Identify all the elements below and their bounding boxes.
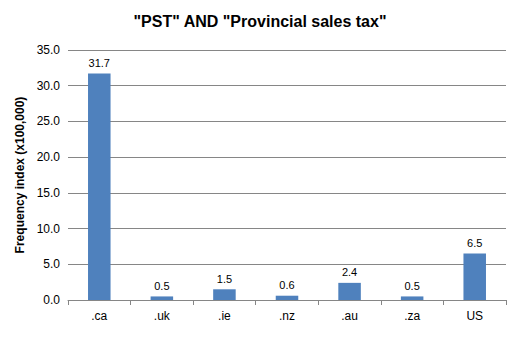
- svg-text:15.0: 15.0: [37, 186, 61, 200]
- svg-text:0.5: 0.5: [404, 280, 419, 292]
- svg-text:10.0: 10.0: [37, 222, 61, 236]
- svg-text:Frequency index (x100,000): Frequency index (x100,000): [13, 97, 27, 254]
- svg-text:30.0: 30.0: [37, 79, 61, 93]
- svg-text:"PST" AND "Provincial sales ta: "PST" AND "Provincial sales tax": [134, 13, 387, 30]
- svg-text:0.6: 0.6: [279, 279, 294, 291]
- svg-text:2.4: 2.4: [342, 266, 357, 278]
- svg-text:.au: .au: [341, 309, 358, 323]
- svg-text:25.0: 25.0: [37, 114, 61, 128]
- svg-text:.nz: .nz: [279, 309, 295, 323]
- svg-text:.uk: .uk: [154, 309, 171, 323]
- svg-text:0.5: 0.5: [154, 280, 169, 292]
- svg-text:0.0: 0.0: [43, 293, 60, 307]
- svg-text:US: US: [466, 309, 483, 323]
- svg-text:.za: .za: [404, 309, 420, 323]
- svg-text:1.5: 1.5: [217, 273, 232, 285]
- svg-text:31.7: 31.7: [89, 57, 110, 69]
- svg-text:.ie: .ie: [218, 309, 231, 323]
- svg-text:5.0: 5.0: [43, 257, 60, 271]
- svg-text:6.5: 6.5: [467, 237, 482, 249]
- svg-text:20.0: 20.0: [37, 150, 61, 164]
- svg-text:.ca: .ca: [91, 309, 107, 323]
- svg-text:35.0: 35.0: [37, 43, 61, 57]
